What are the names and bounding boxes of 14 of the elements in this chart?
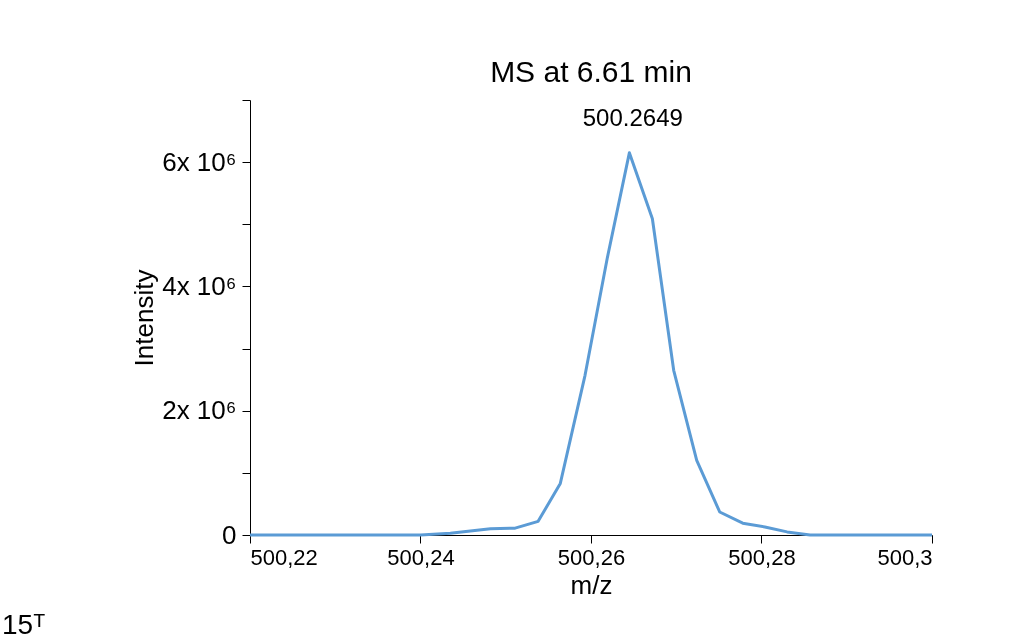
x-tick-label: 500,22 — [250, 544, 318, 570]
chart-title: MS at 6.61 min — [490, 54, 692, 88]
y-tick-label: 0 — [222, 519, 237, 550]
x-axis-title: m/z — [570, 569, 613, 600]
y-tick-label: 2x 10⁶ — [162, 395, 237, 426]
y-tick-label: 6x 10⁶ — [162, 146, 237, 177]
x-tick-label: 500,3 — [877, 544, 933, 570]
x-tick-label: 500,24 — [387, 544, 455, 570]
x-tick-label: 500,28 — [728, 544, 796, 570]
y-axis-title: Intensity — [129, 269, 160, 367]
x-tick-label: 500,26 — [557, 544, 626, 570]
y-tick-label: 4x 10⁶ — [162, 270, 237, 301]
text: 15ᵀ — [2, 609, 46, 640]
annotation: 500.2649 — [582, 103, 683, 131]
